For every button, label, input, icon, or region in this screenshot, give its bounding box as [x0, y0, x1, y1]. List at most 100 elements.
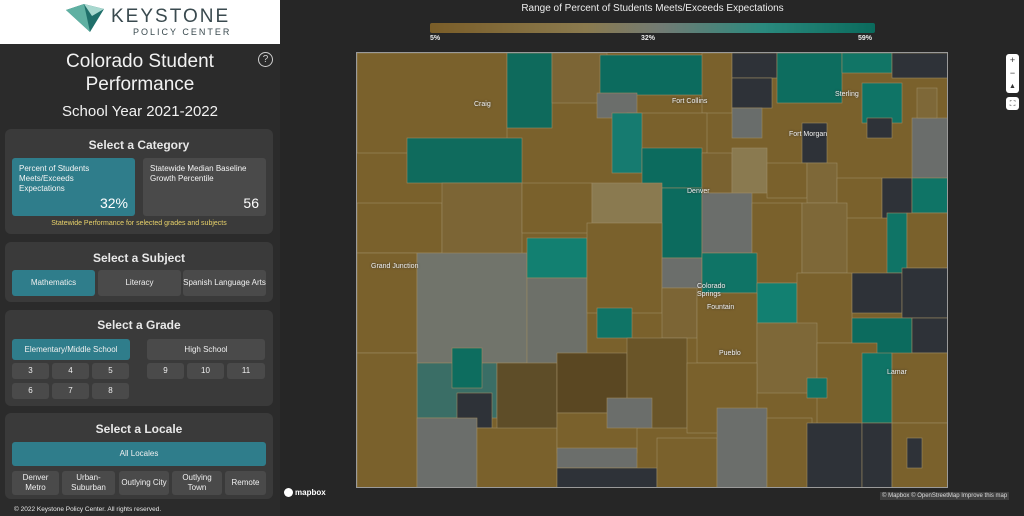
grade-panel: Select a Grade Elementary/Middle School …: [5, 310, 273, 406]
category-card-meets-exceeds[interactable]: Percent of Students Meets/Exceeds Expect…: [12, 158, 135, 216]
district-polygons[interactable]: [357, 53, 948, 488]
footer-copyright: © 2022 Keystone Policy Center. All right…: [14, 506, 162, 513]
subject-panel: Select a Subject Mathematics Literacy Sp…: [5, 242, 273, 302]
district-region: [641, 147, 703, 189]
category-card-growth-percentile[interactable]: Statewide Median Baseline Growth Percent…: [143, 158, 266, 216]
district-region: [591, 182, 663, 224]
district-region: [357, 352, 418, 487]
legend-title: Range of Percent of Students Meets/Excee…: [521, 3, 784, 14]
locale-panel: Select a Locale All Locales Denver Metro…: [5, 413, 273, 499]
help-icon[interactable]: ?: [258, 52, 273, 67]
district-region: [901, 267, 947, 319]
locale-button-outlying-city[interactable]: Outlying City: [119, 471, 169, 495]
district-region: [451, 347, 483, 389]
city-label-fort-morgan: Fort Morgan: [789, 131, 828, 138]
district-region: [886, 212, 908, 274]
category-card-value: 56: [243, 195, 259, 211]
district-region: [661, 257, 703, 289]
keystone-logo-icon: [66, 4, 104, 32]
district-region: [701, 252, 758, 294]
district-region: [556, 352, 628, 414]
grade-button-11[interactable]: 11: [227, 363, 265, 379]
grade-button-8[interactable]: 8: [92, 383, 129, 399]
grade-button-10[interactable]: 10: [187, 363, 224, 379]
district-region: [701, 152, 733, 194]
district-region: [911, 177, 947, 214]
locale-button-urban-suburban[interactable]: Urban-Suburban: [62, 471, 115, 495]
locale-button-remote[interactable]: Remote: [225, 471, 266, 495]
grade-button-9[interactable]: 9: [147, 363, 184, 379]
grade-button-4[interactable]: 4: [52, 363, 89, 379]
grade-button-5[interactable]: 5: [92, 363, 129, 379]
district-region: [906, 437, 923, 469]
city-label-fort-collins: Fort Collins: [672, 98, 708, 105]
district-region: [891, 352, 947, 424]
district-region: [611, 112, 643, 174]
district-region: [556, 467, 658, 487]
grade-button-3[interactable]: 3: [12, 363, 49, 379]
mapbox-logo-icon: [284, 488, 293, 498]
category-panel: Select a Category Percent of Students Me…: [5, 129, 273, 234]
locale-button-outlying-town[interactable]: Outlying Town: [172, 471, 222, 495]
zoom-out-button[interactable]: −: [1006, 67, 1019, 80]
grade-button-6[interactable]: 6: [12, 383, 49, 399]
district-region: [776, 53, 843, 104]
district-region: [906, 212, 947, 269]
district-region: [841, 53, 893, 74]
district-region: [766, 162, 808, 199]
district-region: [751, 202, 803, 284]
district-region: [661, 187, 703, 259]
mapbox-logo[interactable]: mapbox: [284, 488, 326, 498]
subject-title: Select a Subject: [92, 251, 186, 265]
city-label-pueblo: Pueblo: [719, 350, 741, 357]
district-region: [661, 287, 698, 339]
district-region: [861, 352, 893, 424]
district-region: [357, 202, 443, 254]
legend-mid: 32%: [641, 35, 656, 42]
map-attribution[interactable]: © Mapbox © OpenStreetMap Improve this ma…: [880, 492, 1010, 500]
district-region: [756, 282, 798, 324]
district-region: [806, 162, 838, 204]
district-region: [911, 117, 947, 179]
logo-name: KEYSTONE: [111, 6, 231, 27]
district-region: [866, 117, 893, 139]
district-region: [701, 192, 753, 254]
mapbox-logo-text: mapbox: [295, 488, 326, 497]
district-region: [696, 292, 758, 364]
category-card-label: Statewide Median Baseline Growth Percent…: [150, 164, 247, 183]
district-region: [476, 427, 558, 487]
grade-button-7[interactable]: 7: [52, 383, 89, 399]
city-label-denver: Denver: [687, 188, 710, 195]
legend-max: 59%: [858, 35, 873, 42]
grade-title: Select a Grade: [97, 318, 181, 332]
district-region: [556, 447, 638, 469]
app-title: Colorado Student Performance: [66, 51, 214, 95]
district-region: [891, 53, 947, 79]
legend-gradient-bar: [430, 23, 875, 33]
grade-group-high-school[interactable]: High School: [147, 339, 265, 360]
district-region: [496, 362, 558, 434]
district-region: [731, 53, 778, 79]
district-region: [357, 53, 508, 154]
logo: KEYSTONE POLICY CENTER: [0, 0, 280, 44]
locale-button-all[interactable]: All Locales: [12, 442, 266, 466]
fullscreen-button[interactable]: ⛶: [1006, 97, 1019, 110]
compass-button[interactable]: ▲: [1006, 80, 1019, 93]
district-region: [599, 54, 706, 96]
subject-button-spanish[interactable]: Spanish Language Arts: [183, 270, 266, 296]
district-region: [911, 317, 947, 354]
district-region: [606, 397, 653, 429]
district-region: [861, 82, 903, 124]
zoom-in-button[interactable]: +: [1006, 54, 1019, 67]
grade-group-elementary-middle[interactable]: Elementary/Middle School: [12, 339, 130, 360]
school-year: School Year 2021-2022: [62, 103, 218, 120]
district-region: [701, 53, 733, 114]
subject-button-literacy[interactable]: Literacy: [98, 270, 181, 296]
district-region: [881, 177, 913, 219]
colorado-district-map[interactable]: Craig Fort Collins Sterling Fort Morgan …: [356, 52, 948, 488]
locale-button-denver-metro[interactable]: Denver Metro: [12, 471, 59, 495]
district-region: [766, 417, 813, 487]
subject-button-mathematics[interactable]: Mathematics: [12, 270, 95, 296]
district-region: [416, 417, 478, 487]
district-region: [716, 407, 768, 487]
